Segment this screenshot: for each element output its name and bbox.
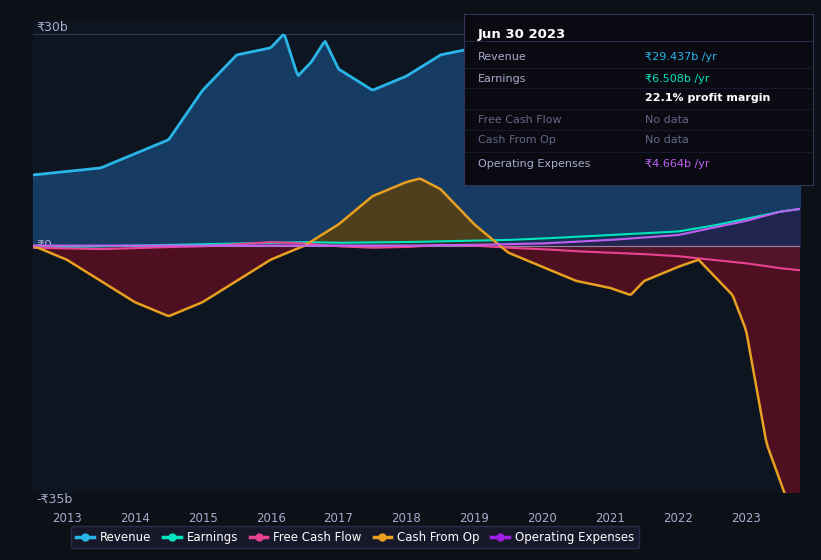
Text: ₹4.664b /yr: ₹4.664b /yr (645, 159, 710, 169)
Text: 2016: 2016 (255, 512, 286, 525)
Text: 2015: 2015 (188, 512, 218, 525)
Text: ₹6.508b /yr: ₹6.508b /yr (645, 74, 709, 84)
Text: Revenue: Revenue (478, 52, 526, 62)
Text: No data: No data (645, 115, 689, 125)
Text: 2020: 2020 (527, 512, 557, 525)
Text: Operating Expenses: Operating Expenses (478, 159, 590, 169)
Text: No data: No data (645, 136, 689, 146)
Text: 2017: 2017 (323, 512, 354, 525)
Text: 2018: 2018 (392, 512, 421, 525)
Text: 22.1% profit margin: 22.1% profit margin (645, 93, 771, 102)
Text: 2019: 2019 (460, 512, 489, 525)
Text: 2022: 2022 (663, 512, 693, 525)
Text: ₹29.437b /yr: ₹29.437b /yr (645, 52, 717, 62)
Text: Earnings: Earnings (478, 74, 526, 84)
Text: 2014: 2014 (120, 512, 149, 525)
Text: 2023: 2023 (732, 512, 761, 525)
Text: ₹30b: ₹30b (37, 21, 68, 34)
Text: 2021: 2021 (595, 512, 626, 525)
Text: -₹35b: -₹35b (37, 493, 73, 506)
Text: Free Cash Flow: Free Cash Flow (478, 115, 562, 125)
Text: 2013: 2013 (52, 512, 81, 525)
Text: ₹0: ₹0 (37, 239, 53, 252)
Legend: Revenue, Earnings, Free Cash Flow, Cash From Op, Operating Expenses: Revenue, Earnings, Free Cash Flow, Cash … (71, 526, 639, 548)
Text: Cash From Op: Cash From Op (478, 136, 556, 146)
Text: Jun 30 2023: Jun 30 2023 (478, 27, 566, 41)
